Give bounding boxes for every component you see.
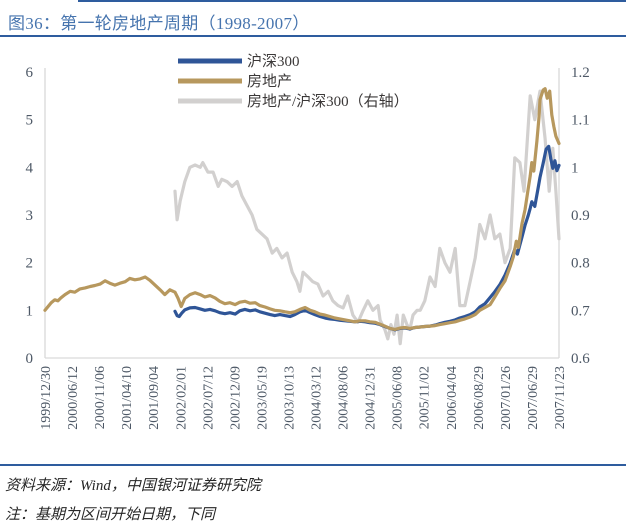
x-axis-label: 2003/10/13 xyxy=(282,366,297,430)
x-axis-label: 2001/04/10 xyxy=(120,366,135,430)
x-axis-label: 2004/03/12 xyxy=(310,366,325,430)
series-ratio xyxy=(173,89,561,346)
x-axis-label: 2002/12/09 xyxy=(228,366,243,430)
x-axis-label: 2002/07/12 xyxy=(201,366,216,430)
y-axis-left-label: 3 xyxy=(26,208,34,224)
figure-title: 图36：第一轮房地产周期（1998-2007） xyxy=(8,14,310,33)
bottom-rule xyxy=(0,464,626,466)
x-axis-label: 2005/11/02 xyxy=(418,366,433,429)
y-axis-left-label: 2 xyxy=(26,256,34,272)
y-axis-right-label: 0.8 xyxy=(571,256,590,272)
x-axis-label: 2002/02/01 xyxy=(174,366,189,430)
note-line: 注：基期为区间开始日期，下同 xyxy=(5,507,216,523)
y-axis-right-label: 0.7 xyxy=(571,303,590,319)
legend-label-real_estate: 房地产 xyxy=(247,73,292,90)
x-axis-label: 2005/06/08 xyxy=(391,366,406,430)
y-axis-left-label: 0 xyxy=(26,351,34,367)
x-axis-label: 2004/12/31 xyxy=(364,366,379,430)
x-axis-label: 2006/08/29 xyxy=(472,366,487,430)
source-line: 资料来源：Wind，中国银河证券研究院 xyxy=(5,478,261,494)
legend-label-csi300: 沪深300 xyxy=(247,53,300,70)
x-axis-label: 2001/09/04 xyxy=(147,366,162,430)
y-axis-right-label: 0.9 xyxy=(571,208,590,224)
y-axis-right-label: 1 xyxy=(571,160,579,176)
x-axis-label: 1999/12/30 xyxy=(39,366,54,430)
top-border xyxy=(78,0,626,2)
x-axis-label: 2000/11/06 xyxy=(93,366,108,429)
y-axis-left-label: 1 xyxy=(26,303,34,319)
y-axis-right-label: 0.6 xyxy=(571,351,590,367)
y-axis-left-label: 4 xyxy=(26,160,34,176)
x-axis-label: 2007/01/26 xyxy=(499,366,514,430)
series-real_estate xyxy=(43,87,561,331)
y-axis-left-label: 6 xyxy=(26,65,34,81)
x-axis-label: 2007/11/23 xyxy=(553,366,568,429)
y-axis-left-label: 5 xyxy=(26,113,34,129)
title-rule xyxy=(0,35,626,37)
line-chart: 0 1 2 3 4 5 6 0.6 0.7 0.8 0.9 1 1.1 1.2 1999/12/30 2000… xyxy=(26,53,591,430)
legend-label-ratio: 房地产/沪深300（右轴） xyxy=(247,93,409,110)
x-axis-label: 2006/04/04 xyxy=(445,366,460,430)
x-axis-label: 2003/05/19 xyxy=(255,366,270,430)
x-axis-label: 2000/06/12 xyxy=(66,366,81,430)
y-axis-right-label: 1.1 xyxy=(571,113,590,129)
x-axis-label: 2004/08/06 xyxy=(337,366,352,430)
x-axis-label: 2007/06/29 xyxy=(526,366,541,430)
y-axis-right-label: 1.2 xyxy=(571,65,590,81)
